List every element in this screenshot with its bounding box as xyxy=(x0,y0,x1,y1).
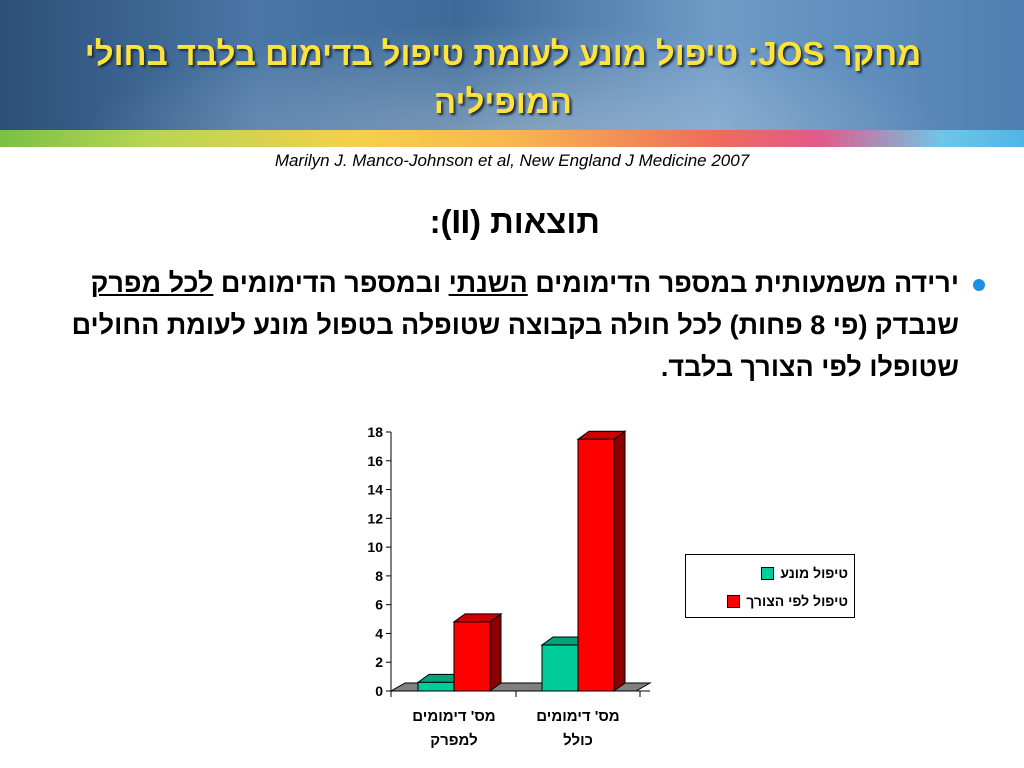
bar xyxy=(541,644,579,692)
bar xyxy=(453,621,491,692)
y-tick-label: 0 xyxy=(375,683,383,699)
slide-title: מחקר JOS: טיפול מונע לעומת טיפול בדימום … xyxy=(84,35,922,120)
y-tick-label: 10 xyxy=(367,539,383,555)
chart-legend: טיפול מונע טיפול לפי הצורך xyxy=(685,554,855,618)
y-tick-label: 18 xyxy=(367,424,383,440)
bullet-text-part3: שנבדק (פי 8 פחות) לכל חולה בקבוצה שטופלה… xyxy=(71,310,959,382)
title-banner xyxy=(0,0,1024,130)
legend-label-preventive: טיפול מונע xyxy=(780,565,848,581)
bar xyxy=(577,438,615,692)
bullet-text-part1: ירידה משמעותית במספר הדימומים xyxy=(527,268,959,298)
y-tick-label: 4 xyxy=(375,625,383,641)
bullet-text: ירידה משמעותית במספר הדימומים השנתי ובמס… xyxy=(24,262,959,388)
section-subtitle: תוצאות (II): xyxy=(429,203,600,240)
legend-swatch-preventive xyxy=(761,566,775,580)
y-tick-label: 14 xyxy=(367,482,383,498)
bar xyxy=(417,681,455,692)
legend-swatch-on-demand xyxy=(727,594,741,608)
bullet-underline-annual: השנתי xyxy=(448,268,528,298)
legend-item-on-demand: טיפול לפי הצורך xyxy=(727,593,848,609)
y-tick-label: 16 xyxy=(367,453,383,469)
bullet-underline-per-joint: לכל מפרק xyxy=(90,268,214,298)
bullet-text-part2: ובמספר הדימומים xyxy=(213,268,449,298)
y-tick-label: 6 xyxy=(375,597,383,613)
x-category-label: למפרק xyxy=(430,732,477,749)
citation: Marilyn J. Manco-Johnson et al, New Engl… xyxy=(274,151,750,170)
bullet-icon xyxy=(973,279,985,291)
x-category-label: מס' דימומים xyxy=(412,708,495,725)
legend-item-preventive: טיפול מונע xyxy=(761,565,848,581)
y-tick-label: 2 xyxy=(375,654,383,670)
x-category-label: כולל xyxy=(563,732,593,749)
x-category-label: מס' דימומים xyxy=(536,708,619,725)
y-tick-label: 12 xyxy=(367,510,383,526)
color-stripe xyxy=(0,130,1024,147)
legend-label-on-demand: טיפול לפי הצורך xyxy=(746,593,848,609)
y-tick-label: 8 xyxy=(375,568,383,584)
bar-side xyxy=(613,430,626,692)
bar-side xyxy=(489,612,502,692)
